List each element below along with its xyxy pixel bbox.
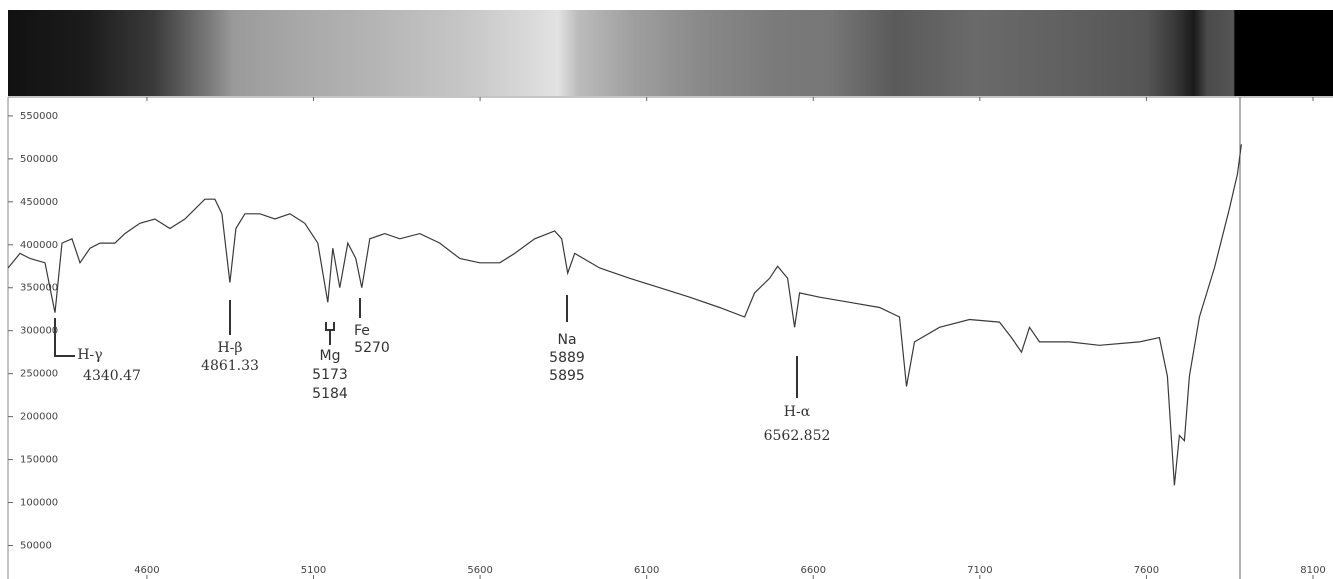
annotation-wavelength: 5270 xyxy=(354,340,390,356)
annotation-label: H-α xyxy=(784,404,811,420)
y-tick-label: 300000 xyxy=(20,326,58,337)
annotation-wavelength: 5895 xyxy=(549,368,585,384)
y-tick-label: 150000 xyxy=(20,455,58,466)
x-tick-label: 6100 xyxy=(634,565,659,576)
x-tick-label: 4600 xyxy=(134,565,159,576)
annotation-label: Na xyxy=(557,332,576,348)
y-tick-label: 400000 xyxy=(20,240,58,251)
x-tick-label: 5600 xyxy=(467,565,492,576)
annotation-wavelength: 6562.852 xyxy=(764,428,831,444)
annotation-label: H-β xyxy=(217,340,242,356)
spectrum-line xyxy=(8,144,1241,485)
y-tick-label: 250000 xyxy=(20,369,58,380)
annotation-label: Fe xyxy=(354,323,370,339)
y-tick-label: 350000 xyxy=(20,283,58,294)
chart: H-γ 4340.47 H-β 4861.33 Mg 5173 5184 Fe … xyxy=(0,0,1333,579)
annotation-label: H-γ xyxy=(77,347,102,363)
annotation-label: Mg xyxy=(320,348,341,364)
annotation-wavelength: 5173 xyxy=(312,367,348,383)
annotation-wavelength: 5889 xyxy=(549,350,585,366)
x-tick-label: 5100 xyxy=(301,565,326,576)
annotation-marker xyxy=(326,322,334,345)
annotation-marker xyxy=(55,318,75,356)
annotation-wavelength: 4861.33 xyxy=(201,358,259,374)
x-tick-label: 7100 xyxy=(967,565,992,576)
annotation-wavelength: 5184 xyxy=(312,386,348,402)
y-tick-label: 50000 xyxy=(20,540,52,551)
x-tick-label: 7600 xyxy=(1134,565,1159,576)
y-tick-label: 100000 xyxy=(20,498,58,509)
y-tick-label: 450000 xyxy=(20,197,58,208)
annotation-wavelength: 4340.47 xyxy=(83,368,141,384)
x-tick-label: 6600 xyxy=(801,565,826,576)
y-tick-label: 500000 xyxy=(20,154,58,165)
y-tick-label: 200000 xyxy=(20,412,58,423)
y-tick-label: 550000 xyxy=(20,111,58,122)
x-tick-label: 8100 xyxy=(1300,565,1325,576)
page: H-γ 4340.47 H-β 4861.33 Mg 5173 5184 Fe … xyxy=(0,0,1333,579)
